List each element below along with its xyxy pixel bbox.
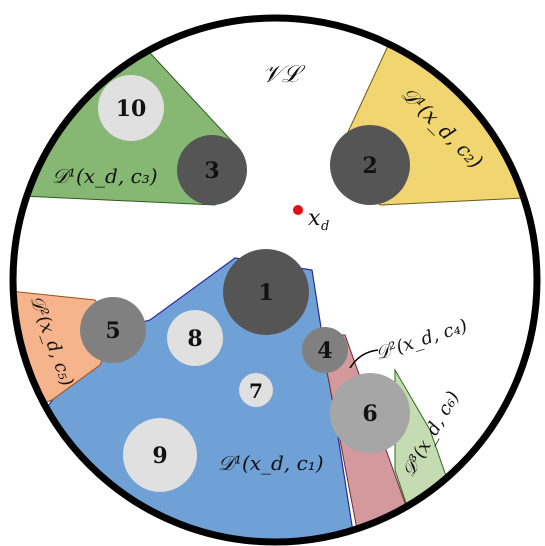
obstacle-10: [98, 75, 164, 141]
obstacle-5: [80, 297, 146, 363]
node-label-4: 4: [317, 338, 332, 364]
node-label-3: 3: [204, 158, 219, 184]
query-point-label-sub: d: [321, 219, 329, 234]
obstacle-6: [330, 373, 410, 453]
node-label-10: 10: [116, 96, 147, 122]
label-region-green: 𝒟¹(x_d, c₃): [52, 164, 158, 188]
node-label-8: 8: [187, 326, 202, 352]
label-region-red-leader: [349, 349, 379, 369]
label-vl: 𝒱ℒ: [262, 60, 306, 88]
obstacle-9: [123, 418, 197, 492]
query-point: [293, 205, 303, 215]
obstacle-7: [239, 373, 273, 407]
obstacle-8: [167, 310, 223, 366]
node-label-5: 5: [105, 318, 120, 344]
node-label-1: 1: [258, 280, 273, 306]
node-label-2: 2: [362, 153, 377, 179]
obstacle-3: [177, 135, 247, 205]
workspace-boundary: [9, 14, 541, 546]
obstacle-1: [223, 249, 309, 335]
obstacle-2: [330, 125, 410, 205]
obstacle-4: [302, 327, 348, 373]
node-label-9: 9: [152, 443, 167, 469]
node-label-6: 6: [362, 401, 377, 427]
node-label-7: 7: [249, 379, 263, 403]
label-region-blue: 𝒟¹(x_d, c₁): [218, 451, 324, 475]
query-point-label: x: [308, 206, 321, 231]
